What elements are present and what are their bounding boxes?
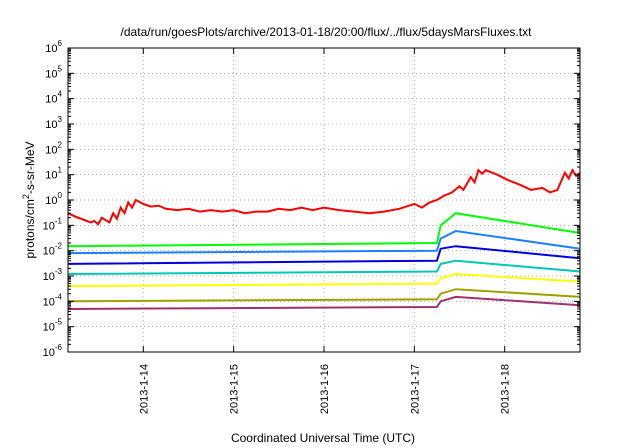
- y-tick-label: 10-4: [43, 292, 63, 308]
- x-tick-label: 2013-1-15: [229, 364, 241, 414]
- y-tick-label: 100: [45, 191, 62, 207]
- series-line-8: [67, 295, 581, 310]
- grid-lines: [68, 48, 580, 352]
- x-tick-label: 2013-1-14: [138, 364, 150, 414]
- y-tick-label: 10-1: [43, 216, 63, 232]
- y-axis-label: protons/cm2-s-sr-MeV: [21, 141, 37, 258]
- series-line-2: [67, 212, 581, 248]
- y-tick-label: 10-3: [43, 267, 63, 283]
- y-axis-label-sup: 2: [21, 194, 31, 199]
- y-tick-label: 102: [45, 140, 62, 156]
- series-line-7: [67, 288, 581, 303]
- x-axis-label: Coordinated Universal Time (UTC): [231, 431, 415, 445]
- y-tick-label: 10-6: [43, 343, 63, 359]
- y-tick-label: 10-2: [43, 242, 63, 258]
- y-tick-label: 10-5: [43, 318, 63, 334]
- y-tick-label: 105: [45, 64, 62, 80]
- series-line-6: [67, 272, 581, 288]
- y-axis-label-suffix: -s-sr-MeV: [23, 141, 37, 194]
- y-axis-label-prefix: protons/cm: [23, 199, 37, 258]
- series-line-1: [67, 168, 581, 226]
- y-tick-label: 103: [45, 115, 62, 131]
- series-line-3: [67, 229, 581, 255]
- series-line-4: [67, 245, 581, 265]
- x-tick-label: 2013-1-16: [319, 364, 331, 414]
- y-tick-label: 104: [45, 90, 62, 106]
- x-tick-labels: 2013-1-14 2013-1-15 2013-1-16 2013-1-17 2013…: [138, 364, 511, 414]
- y-tick-labels: 10-6 10-5 10-4 10-3 10-2 10-1 100 101 102 103 104 1…: [43, 39, 63, 359]
- chart-title: /data/run/goesPlots/archive/2013-01-18/2…: [121, 25, 533, 39]
- y-tick-label: 106: [45, 39, 62, 55]
- x-tick-label: 2013-1-17: [409, 364, 421, 414]
- axis-ticks: [68, 47, 580, 353]
- y-tick-label: 101: [45, 166, 62, 182]
- series-layer: [67, 168, 581, 310]
- x-tick-label: 2013-1-18: [500, 364, 512, 414]
- series-line-5: [67, 259, 581, 275]
